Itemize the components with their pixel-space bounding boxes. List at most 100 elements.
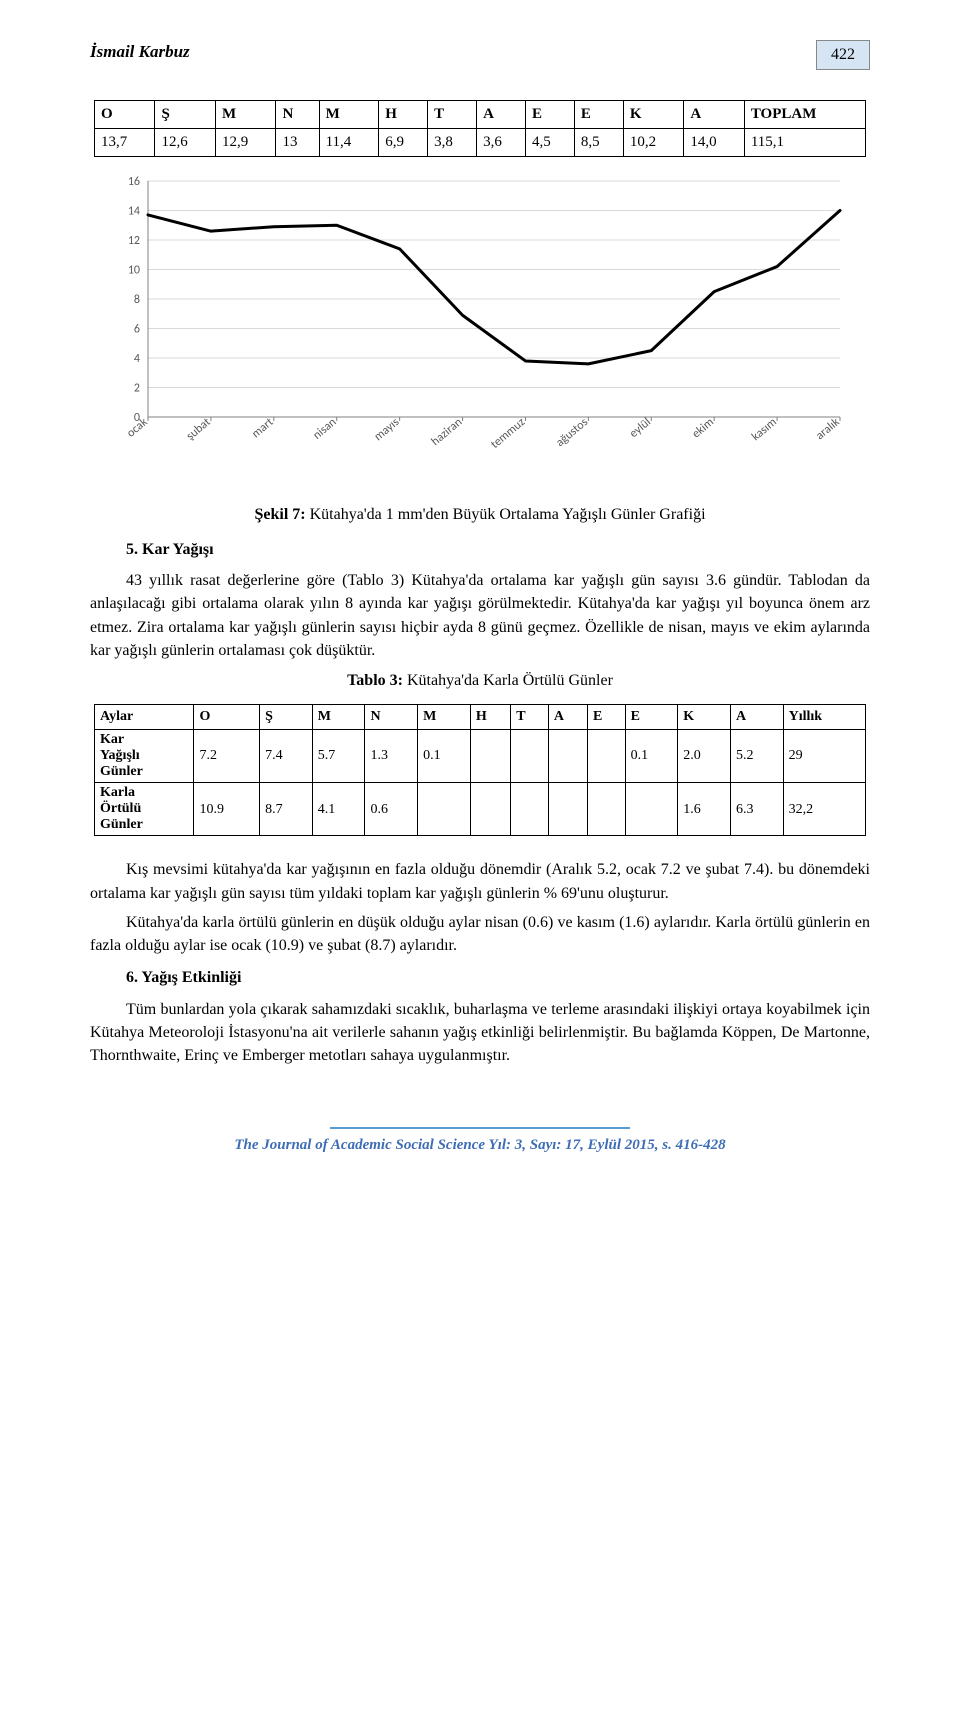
table3-data-cell	[548, 783, 587, 836]
table1-header-cell: E	[574, 101, 623, 129]
table3-data-cell: 6.3	[730, 783, 783, 836]
author-name: İsmail Karbuz	[90, 40, 190, 64]
table3-data-cell: 0.6	[365, 783, 418, 836]
table1-header-cell: N	[276, 101, 319, 129]
svg-text:8: 8	[134, 293, 140, 307]
table3-data-cell: 10.9	[194, 783, 260, 836]
table3-data-cell	[548, 729, 587, 782]
table3-data-cell: 2.0	[678, 729, 731, 782]
svg-text:4: 4	[134, 352, 140, 366]
footer-journal-text: The Journal of Academic Social Science Y…	[90, 1135, 870, 1156]
table3-header-cell: A	[548, 705, 587, 730]
table1-container: OŞMNMHTAEEKATOPLAM 13,712,612,91311,46,9…	[90, 100, 870, 157]
table3-header-cell: M	[312, 705, 365, 730]
section5-heading: 5. Kar Yağışı	[90, 539, 870, 561]
table3-data-cell	[470, 729, 510, 782]
table3-row-label: KarlaÖrtülüGünler	[95, 783, 194, 836]
table3-container: AylarOŞMNMHTAEEKAYıllık KarYağışlıGünler…	[90, 704, 870, 836]
svg-text:14: 14	[128, 205, 140, 219]
table3-data-cell: 1.6	[678, 783, 731, 836]
table1-data-cell: 12,9	[215, 129, 275, 157]
table1-header-cell: O	[95, 101, 155, 129]
svg-text:16: 16	[128, 175, 140, 189]
table3-data-cell: 0.1	[418, 729, 471, 782]
table1-header-cell: E	[526, 101, 575, 129]
table1-header-cell: T	[428, 101, 477, 129]
table3-data-cell: 7.4	[260, 729, 313, 782]
table1-header-cell: A	[684, 101, 744, 129]
table1-header-cell: TOPLAM	[744, 101, 865, 129]
table1-header-cell: Ş	[155, 101, 215, 129]
page-number-badge: 422	[816, 40, 870, 70]
table3-header-cell: Ş	[260, 705, 313, 730]
svg-text:10: 10	[128, 264, 140, 278]
table3-header-cell: O	[194, 705, 260, 730]
table1-data-cell: 6,9	[379, 129, 428, 157]
figure7-caption-label: Şekil 7:	[254, 506, 305, 523]
table3-data-cell: 0.1	[625, 729, 678, 782]
paragraph-3: Kütahya'da karla örtülü günlerin en düşü…	[90, 911, 870, 957]
table1-header-cell: A	[477, 101, 526, 129]
table1-header-cell: M	[215, 101, 275, 129]
table1-data-cell: 13	[276, 129, 319, 157]
table3-data-cell	[511, 729, 549, 782]
page-header: İsmail Karbuz 422	[90, 40, 870, 70]
svg-text:12: 12	[128, 234, 140, 248]
table3-header-cell: Aylar	[95, 705, 194, 730]
page-number: 422	[831, 44, 855, 66]
paragraph-4: Tüm bunlardan yola çıkarak sahamızdaki s…	[90, 998, 870, 1068]
table3-data-cell	[587, 783, 625, 836]
table1-header-cell: M	[319, 101, 379, 129]
footer-divider	[330, 1127, 630, 1129]
table3-data-cell	[587, 729, 625, 782]
table3-data-cell: 7.2	[194, 729, 260, 782]
table3-header-cell: A	[730, 705, 783, 730]
table1-data-cell: 3,8	[428, 129, 477, 157]
table1-header-cell: K	[623, 101, 683, 129]
table3-data-cell	[625, 783, 678, 836]
table3-header-cell: Yıllık	[783, 705, 865, 730]
table3-data-cell: 8.7	[260, 783, 313, 836]
table3-header-cell: H	[470, 705, 510, 730]
table1-data-cell: 4,5	[526, 129, 575, 157]
table1-data-cell: 3,6	[477, 129, 526, 157]
table3-header-cell: K	[678, 705, 731, 730]
table3-header-cell: E	[625, 705, 678, 730]
table3-header-cell: E	[587, 705, 625, 730]
table3-header-cell: N	[365, 705, 418, 730]
table1-header-cell: H	[379, 101, 428, 129]
table3-header-cell: M	[418, 705, 471, 730]
table3-row-label: KarYağışlıGünler	[95, 729, 194, 782]
table3-data-cell	[470, 783, 510, 836]
monthly-values-table: OŞMNMHTAEEKATOPLAM 13,712,612,91311,46,9…	[94, 100, 866, 157]
table1-data-cell: 14,0	[684, 129, 744, 157]
table3-caption-label: Tablo 3:	[347, 672, 403, 689]
chart-container: 0246810121416ocakşubatmartnisanmayıshazi…	[90, 169, 870, 486]
table1-data-cell: 8,5	[574, 129, 623, 157]
page-footer: The Journal of Academic Social Science Y…	[90, 1127, 870, 1156]
table3-data-cell: 29	[783, 729, 865, 782]
svg-text:2: 2	[134, 382, 140, 396]
table1-data-cell: 115,1	[744, 129, 865, 157]
table3-data-cell: 5.2	[730, 729, 783, 782]
snow-days-table: AylarOŞMNMHTAEEKAYıllık KarYağışlıGünler…	[94, 704, 866, 836]
table3-data-cell: 4.1	[312, 783, 365, 836]
table3-data-cell	[418, 783, 471, 836]
table3-caption: Tablo 3: Kütahya'da Karla Örtülü Günler	[90, 670, 870, 692]
table1-data-cell: 10,2	[623, 129, 683, 157]
table1-data-cell: 13,7	[95, 129, 155, 157]
table3-data-cell	[511, 783, 549, 836]
table3-data-cell: 5.7	[312, 729, 365, 782]
paragraph-2: Kış mevsimi kütahya'da kar yağışının en …	[90, 858, 870, 904]
paragraph-1: 43 yıllık rasat değerlerine göre (Tablo …	[90, 569, 870, 662]
table3-data-cell: 32,2	[783, 783, 865, 836]
table3-data-cell: 1.3	[365, 729, 418, 782]
svg-text:6: 6	[134, 323, 140, 337]
table1-data-cell: 11,4	[319, 129, 379, 157]
figure7-caption: Şekil 7: Kütahya'da 1 mm'den Büyük Ortal…	[90, 504, 870, 526]
table1-data-cell: 12,6	[155, 129, 215, 157]
figure7-caption-text: Kütahya'da 1 mm'den Büyük Ortalama Yağış…	[306, 506, 706, 523]
table3-caption-text: Kütahya'da Karla Örtülü Günler	[403, 672, 613, 689]
section6-heading: 6. Yağış Etkinliği	[90, 967, 870, 989]
table3-header-cell: T	[511, 705, 549, 730]
